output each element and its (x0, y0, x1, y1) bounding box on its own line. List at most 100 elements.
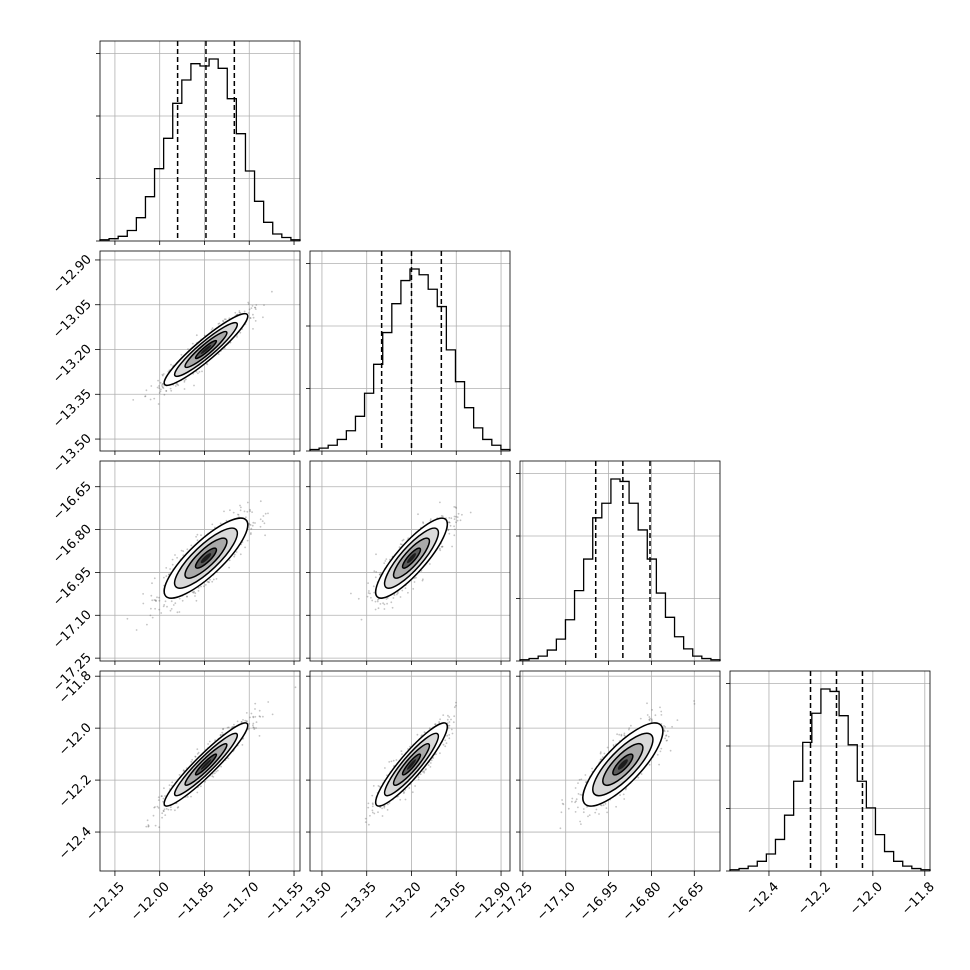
scatter-point (372, 803, 374, 806)
scatter-point (422, 522, 425, 525)
scatter-point (239, 311, 242, 314)
scatter-point (161, 795, 163, 797)
scatter-point (595, 808, 598, 811)
scatter-point (178, 597, 181, 600)
scatter-point (376, 600, 379, 603)
histogram-panel-2 (516, 460, 721, 662)
scatter-point (190, 795, 192, 798)
scatter-point (245, 712, 248, 714)
scatter-point (580, 778, 583, 781)
scatter-point (207, 743, 210, 745)
scatter-point (251, 305, 254, 307)
scatter-point (622, 793, 625, 796)
scatter-point (379, 572, 382, 574)
scatter-point (411, 791, 414, 794)
scatter-point (371, 794, 374, 797)
scatter-point (155, 600, 157, 602)
scatter-point (416, 733, 419, 736)
scatter-point (453, 525, 455, 528)
scatter-point (174, 554, 176, 556)
scatter-point (369, 592, 371, 595)
scatter-point (392, 759, 395, 762)
scatter-point (646, 702, 648, 705)
scatter-point (161, 384, 163, 386)
scatter-point (165, 575, 168, 577)
scatter-point (254, 306, 256, 309)
scatter-point (367, 582, 369, 584)
scatter-point (371, 809, 374, 812)
scatter-point (250, 532, 252, 534)
scatter-point (146, 819, 149, 822)
scatter-point (147, 825, 150, 828)
scatter-point (648, 718, 651, 721)
scatter-point (454, 506, 457, 509)
scatter-point (190, 760, 193, 763)
scatter-point (174, 385, 177, 387)
scatter-point (197, 586, 200, 589)
scatter-point (252, 328, 254, 330)
scatter-point (442, 714, 445, 716)
scatter-point (214, 526, 216, 529)
scatter-point (401, 589, 404, 592)
contour-line (383, 732, 440, 797)
scatter-point (259, 525, 262, 528)
scatter-point (208, 740, 211, 743)
scatter-point (250, 712, 253, 715)
scatter-point (384, 767, 386, 769)
scatter-point (235, 551, 238, 553)
scatter-point (659, 706, 661, 709)
scatter-point (417, 513, 419, 516)
scatter-point (623, 734, 626, 736)
scatter-point (371, 802, 374, 805)
contour-line (194, 547, 218, 569)
density-band (200, 553, 212, 564)
scatter-point (264, 512, 267, 515)
scatter-point (423, 770, 425, 772)
scatter-point (247, 303, 250, 305)
scatter-point (178, 611, 181, 613)
scatter-point (157, 807, 160, 809)
scatter-point (386, 602, 388, 605)
scatter-point (453, 715, 456, 718)
scatter-point (377, 811, 379, 814)
scatter-point (422, 770, 424, 773)
scatter-point (469, 511, 472, 514)
scatter-point (601, 756, 604, 758)
scatter-point (658, 763, 660, 766)
scatter-point (194, 755, 197, 758)
scatter-point (254, 320, 257, 322)
scatter-point (198, 371, 201, 373)
scatter-point (376, 599, 379, 601)
contour-line (392, 537, 431, 579)
scatter-point (174, 809, 176, 812)
scatter-point (407, 591, 409, 594)
density-band (407, 759, 416, 770)
panel-frame (309, 250, 511, 452)
scatter-point (259, 715, 262, 718)
scatter-point (162, 809, 165, 812)
scatter-point (170, 363, 172, 366)
scatter-point (195, 370, 198, 373)
scatter-point (252, 521, 255, 524)
scatter-point (444, 745, 447, 748)
scatter-point (448, 521, 451, 524)
scatter-panel-2-0 (99, 460, 301, 662)
scatter-point (183, 381, 186, 383)
scatter-point (374, 576, 377, 579)
scatter-point (640, 773, 643, 775)
scatter-point (439, 718, 441, 721)
scatter-point (447, 714, 449, 717)
scatter-point (170, 600, 173, 603)
scatter-point (228, 566, 231, 569)
scatter-point (157, 379, 160, 382)
scatter-point (267, 512, 269, 515)
scatter-point (251, 524, 254, 527)
scatter-point (251, 511, 254, 513)
scatter-point (158, 599, 161, 602)
scatter-point (455, 521, 457, 524)
scatter-point (401, 543, 403, 546)
scatter-point (176, 806, 179, 809)
scatter-point (246, 501, 249, 504)
scatter-point (254, 522, 256, 524)
scatter-point (145, 825, 148, 828)
